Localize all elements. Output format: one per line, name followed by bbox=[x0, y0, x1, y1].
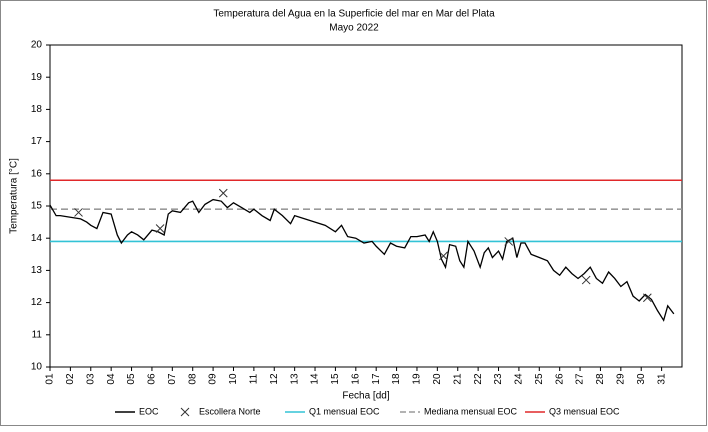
x-tick-label: 13 bbox=[289, 373, 300, 385]
marker-x bbox=[642, 293, 652, 303]
legend-label: Q1 mensual EOC bbox=[309, 406, 380, 416]
marker-x bbox=[581, 275, 591, 285]
x-axis-label: Fecha [dd] bbox=[342, 391, 389, 402]
x-tick-label: 10 bbox=[228, 373, 239, 385]
x-tick-label: 09 bbox=[208, 373, 219, 385]
y-tick-label: 14 bbox=[31, 233, 43, 244]
x-tick-label: 29 bbox=[615, 373, 626, 385]
marker-x bbox=[74, 208, 83, 217]
marker bbox=[218, 188, 228, 198]
x-tick-label: 03 bbox=[85, 373, 96, 385]
y-tick-label: 16 bbox=[31, 168, 43, 179]
x-tick-label: 23 bbox=[493, 373, 504, 385]
x-tick-label: 14 bbox=[310, 373, 321, 385]
legend-symbol bbox=[180, 407, 190, 417]
x-tick-label: 24 bbox=[514, 373, 525, 385]
marker bbox=[504, 237, 514, 246]
y-tick-label: 12 bbox=[31, 297, 43, 308]
chart-subtitle: Mayo 2022 bbox=[329, 23, 379, 34]
marker-x bbox=[218, 188, 228, 198]
plot-area bbox=[49, 44, 683, 368]
x-tick-label: 17 bbox=[371, 373, 382, 385]
legend-label: Escollera Norte bbox=[199, 406, 261, 416]
marker bbox=[74, 208, 83, 217]
x-tick-label: 12 bbox=[269, 373, 280, 385]
x-tick-label: 02 bbox=[65, 373, 76, 385]
marker bbox=[581, 275, 591, 285]
x-tick-label: 04 bbox=[106, 373, 117, 385]
y-tick-label: 18 bbox=[31, 104, 43, 115]
x-tick-label: 11 bbox=[249, 373, 260, 384]
x-tick-label: 18 bbox=[391, 373, 402, 385]
y-tick-label: 17 bbox=[31, 136, 43, 147]
x-tick-label: 27 bbox=[575, 373, 586, 385]
y-tick-label: 19 bbox=[31, 72, 43, 83]
x-tick-label: 05 bbox=[126, 373, 137, 385]
x-tick-label: 26 bbox=[554, 373, 565, 385]
x-tick-label: 15 bbox=[330, 373, 341, 385]
x-tick-label: 25 bbox=[534, 373, 545, 385]
legend-label: Q3 mensual EOC bbox=[549, 406, 620, 416]
x-tick-label: 06 bbox=[147, 373, 158, 385]
x-tick-label: 07 bbox=[167, 373, 178, 385]
x-tick-label: 16 bbox=[350, 373, 361, 385]
marker bbox=[642, 293, 652, 303]
y-tick-label: 20 bbox=[31, 40, 43, 51]
chart-title: Temperatura del Agua en la Superficie de… bbox=[213, 9, 495, 20]
x-tick-label: 31 bbox=[656, 373, 667, 385]
x-tick-label: 28 bbox=[595, 373, 606, 385]
x-tick-label: 19 bbox=[412, 373, 423, 385]
x-tick-label: 30 bbox=[636, 373, 647, 385]
y-tick-label: 10 bbox=[31, 362, 43, 373]
x-tick-label: 01 bbox=[45, 373, 56, 385]
marker bbox=[439, 251, 448, 261]
marker-x bbox=[504, 237, 514, 246]
legend-label: EOC bbox=[139, 406, 159, 416]
marker bbox=[155, 224, 165, 233]
legend-label: Mediana mensual EOC bbox=[424, 406, 518, 416]
marker-x bbox=[439, 251, 448, 261]
y-tick-label: 15 bbox=[31, 201, 43, 212]
y-axis-label: Temperatura [°C] bbox=[9, 158, 20, 234]
y-tick-label: 11 bbox=[32, 329, 43, 340]
x-tick-label: 21 bbox=[452, 373, 463, 385]
marker-x bbox=[155, 224, 165, 233]
x-tick-label: 22 bbox=[473, 373, 484, 385]
x-tick-label: 08 bbox=[187, 373, 198, 385]
x-tick-label: 20 bbox=[432, 373, 443, 385]
y-tick-label: 13 bbox=[31, 265, 43, 276]
